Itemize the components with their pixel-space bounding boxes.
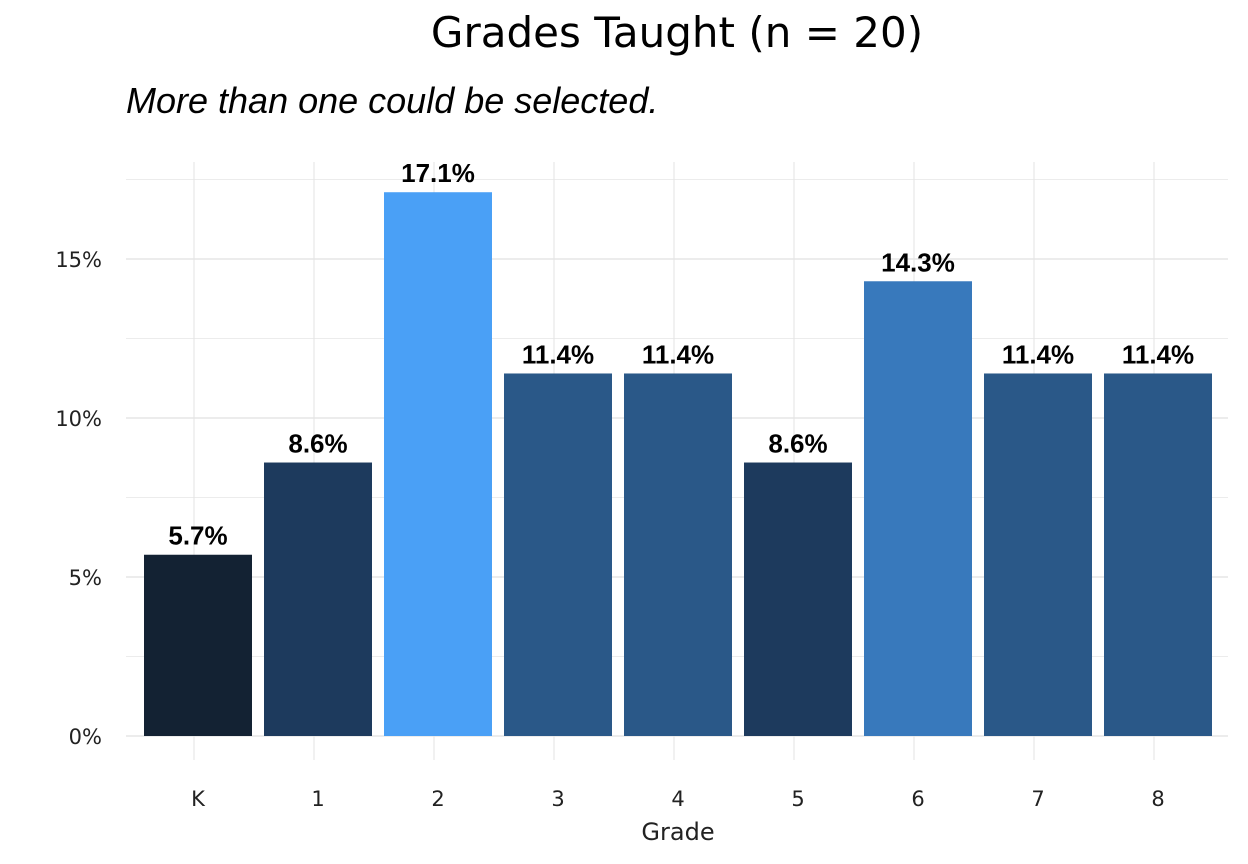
- x-axis-title: Grade: [641, 818, 714, 846]
- data-label-1: 8.6%: [288, 429, 347, 459]
- x-tick-label: 7: [1031, 787, 1044, 811]
- y-axis: 0% 5% 10% 15%: [55, 248, 102, 749]
- bar-6: [864, 281, 972, 736]
- data-label-5: 8.6%: [768, 429, 827, 459]
- y-tick-label: 10%: [55, 407, 102, 431]
- data-label-7: 11.4%: [1002, 339, 1074, 369]
- x-axis: K 1 2 3 4 5 6 7 8: [191, 787, 1165, 811]
- x-tick-label: K: [191, 787, 206, 811]
- data-label-K: 5.7%: [168, 521, 227, 551]
- y-tick-label: 5%: [69, 566, 102, 590]
- data-label-2: 17.1%: [401, 158, 475, 188]
- bar-5: [744, 462, 852, 736]
- chart-title: Grades Taught (n = 20): [430, 8, 924, 57]
- bar-1: [264, 462, 372, 736]
- bar-3: [504, 373, 612, 736]
- x-tick-label: 4: [671, 787, 684, 811]
- x-tick-label: 8: [1151, 787, 1164, 811]
- y-tick-label: 15%: [55, 248, 102, 272]
- data-label-8: 11.4%: [1122, 339, 1194, 369]
- bar-7: [984, 373, 1092, 736]
- data-labels: 5.7% 8.6% 17.1% 11.4% 11.4% 8.6% 14.3% 11.4% 11.…: [168, 158, 1194, 551]
- x-tick-label: 2: [431, 787, 444, 811]
- bar-K: [144, 554, 252, 736]
- data-label-3: 11.4%: [522, 339, 594, 369]
- chart-subtitle: More than one could be selected.: [126, 80, 659, 121]
- bar-8: [1104, 373, 1212, 736]
- data-label-6: 14.3%: [881, 247, 955, 277]
- data-label-4: 11.4%: [642, 339, 714, 369]
- bar-4: [624, 373, 732, 736]
- bars: [144, 192, 1212, 737]
- x-tick-label: 5: [791, 787, 804, 811]
- x-tick-label: 6: [911, 787, 924, 811]
- x-tick-label: 1: [311, 787, 324, 811]
- x-tick-label: 3: [551, 787, 564, 811]
- bar-2: [384, 192, 492, 737]
- y-tick-label: 0%: [69, 725, 102, 749]
